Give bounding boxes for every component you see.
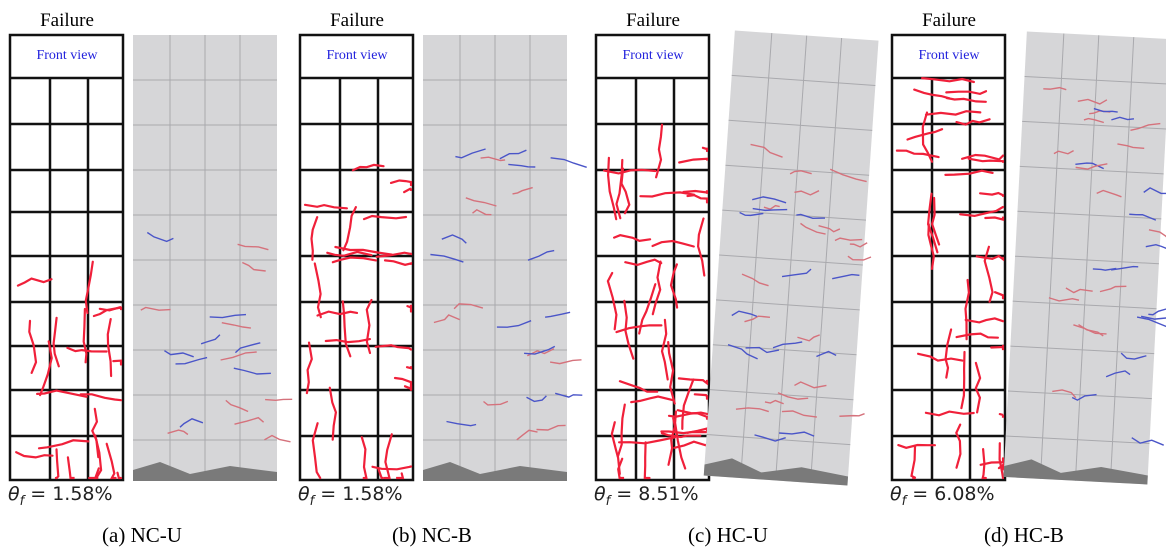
front-view-label: Front view bbox=[36, 48, 98, 63]
panel: Failure Front view θf = 6.08% (d) HC-B bbox=[890, 10, 1166, 547]
failure-label: Failure bbox=[40, 10, 94, 31]
panel: Failure Front view θf = 8.51% (c) HC-U bbox=[594, 10, 891, 547]
front-view-label: Front view bbox=[918, 48, 980, 63]
crack-map-frame bbox=[10, 35, 123, 480]
panel-caption: (d) HC-B bbox=[984, 523, 1064, 547]
front-view-label: Front view bbox=[326, 48, 388, 63]
panel: Failure Front view θf = 1.58% (b) NC-B bbox=[298, 10, 587, 547]
drift-value: = 1.58% bbox=[24, 483, 112, 505]
specimen-photo bbox=[1004, 32, 1166, 486]
drift-value: = 6.08% bbox=[906, 483, 994, 505]
failure-label: Failure bbox=[626, 10, 680, 31]
drift-value: = 1.58% bbox=[314, 483, 402, 505]
specimen-photo bbox=[704, 31, 891, 487]
specimen-photo bbox=[133, 35, 292, 481]
drift-value: = 8.51% bbox=[610, 483, 698, 505]
drift-label: θf = 6.08% bbox=[890, 483, 995, 509]
panel-caption: (c) HC-U bbox=[688, 523, 768, 547]
drift-label: θf = 1.58% bbox=[298, 483, 403, 509]
drift-label: θf = 1.58% bbox=[8, 483, 113, 509]
photo-crack bbox=[265, 399, 292, 400]
theta-symbol: θ bbox=[594, 483, 606, 505]
panel-caption: (b) NC-B bbox=[392, 523, 472, 547]
theta-symbol: θ bbox=[890, 483, 902, 505]
panel-caption: (a) NC-U bbox=[102, 523, 182, 547]
specimen-photo bbox=[423, 35, 587, 481]
drift-label: θf = 8.51% bbox=[594, 483, 699, 509]
theta-symbol: θ bbox=[8, 483, 20, 505]
failure-label: Failure bbox=[922, 10, 976, 31]
figure: FailureFront viewθf = 1.58%(a) NC-UFailu… bbox=[0, 0, 1166, 552]
theta-symbol: θ bbox=[298, 483, 310, 505]
front-view-label: Front view bbox=[622, 48, 684, 63]
failure-label: Failure bbox=[330, 10, 384, 31]
panel: Failure Front view θf = 1.58% (a) NC-U bbox=[8, 10, 292, 547]
